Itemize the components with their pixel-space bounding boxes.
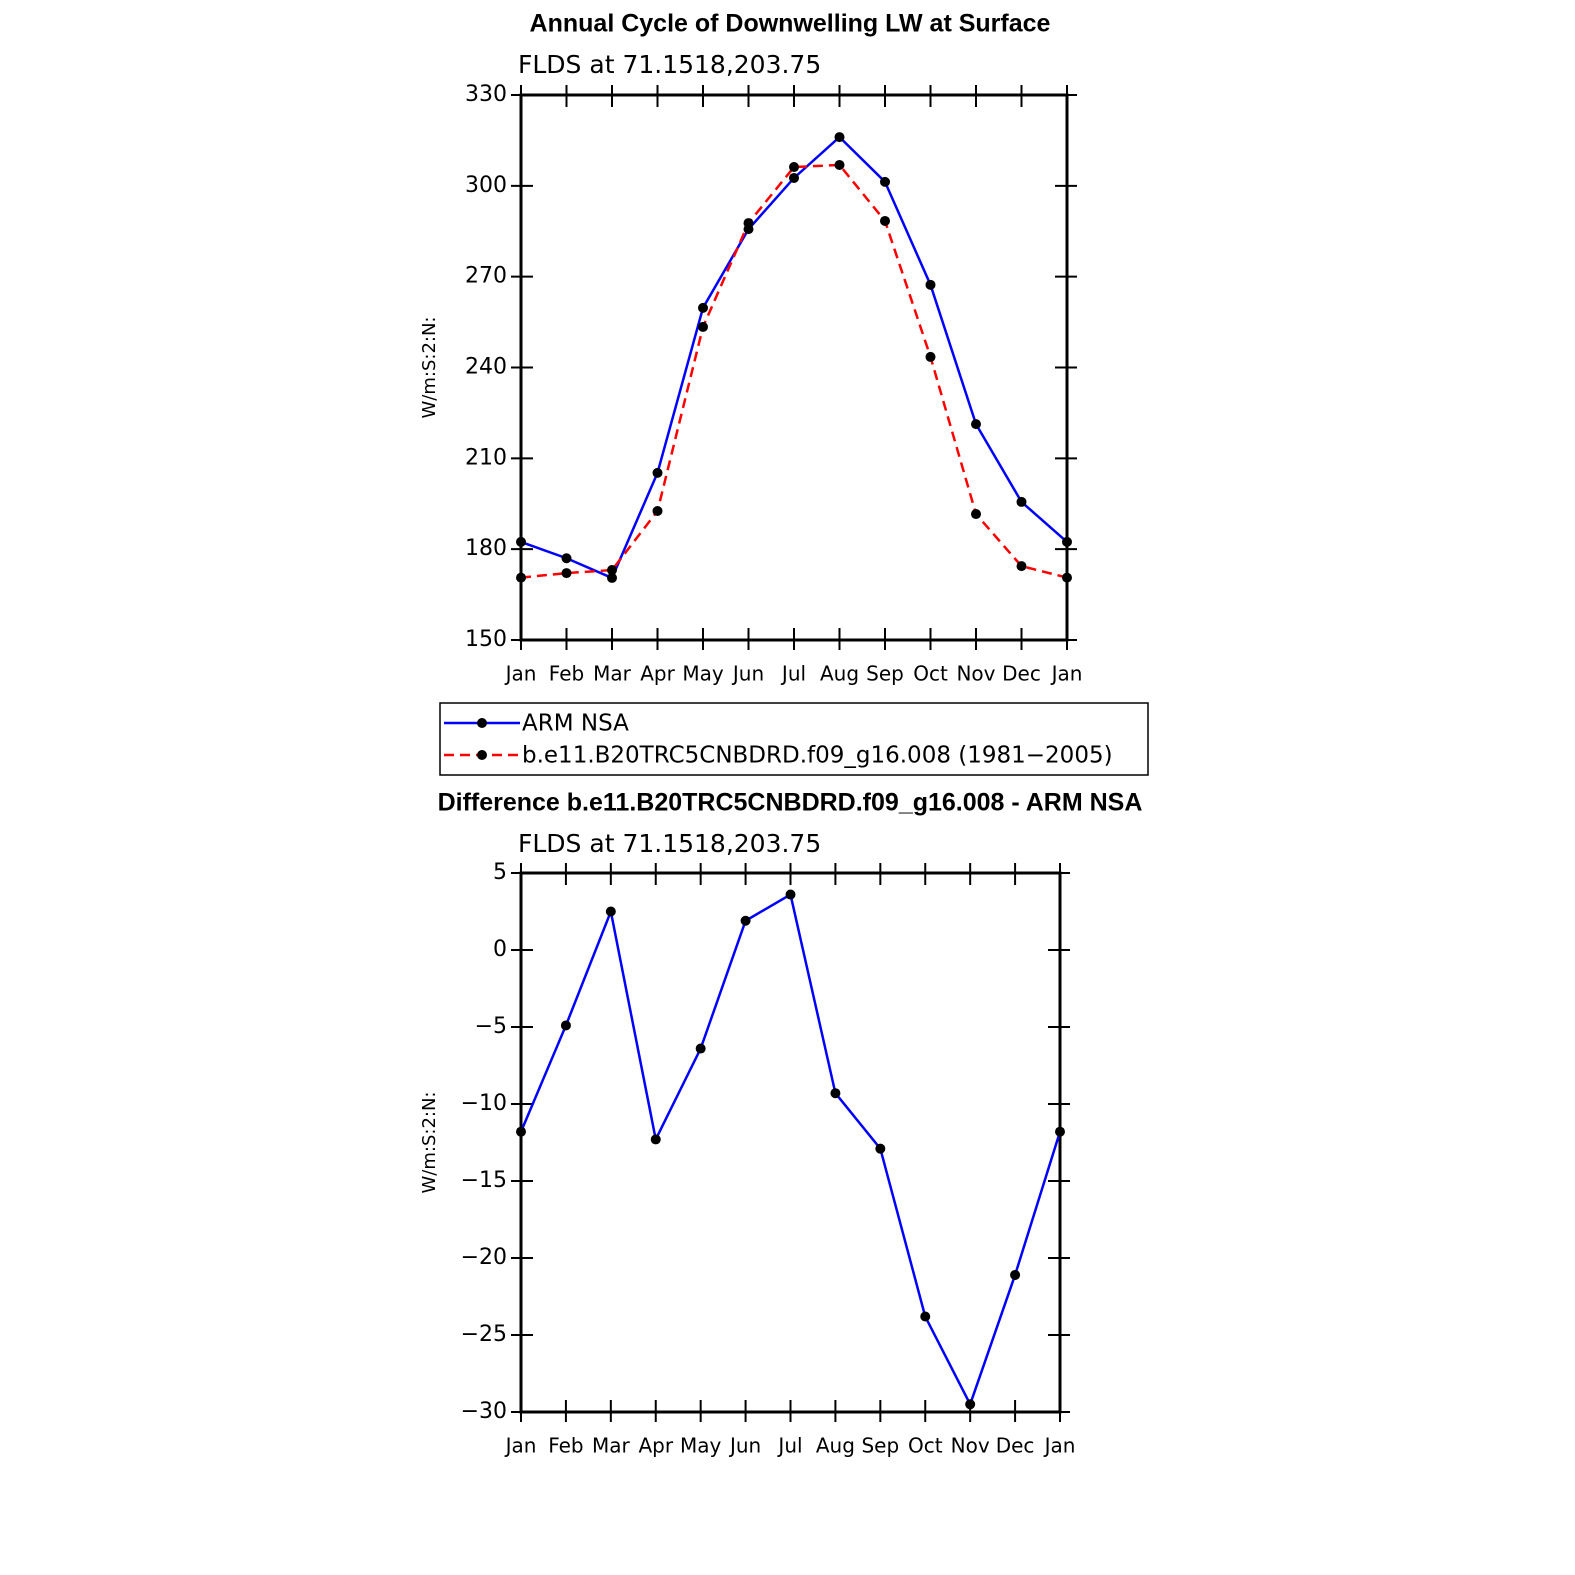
x-tick-label: Jun (731, 662, 764, 686)
y-tick-label: 5 (493, 860, 507, 885)
series-line (520, 135, 1068, 580)
y-axis-label: W/m:S:2:N: (419, 1092, 440, 1194)
x-tick-label: Mar (593, 662, 632, 686)
data-point (971, 419, 981, 430)
data-point (920, 1311, 931, 1322)
x-tick-label: Jan (1043, 1434, 1076, 1458)
x-tick-label: May (682, 662, 724, 686)
x-tick-label: Jul (776, 1434, 802, 1458)
data-point (740, 915, 751, 926)
y-tick-label: 210 (465, 445, 507, 470)
chart-subtitle: FLDS at 71.1518,203.75 (518, 829, 821, 858)
x-tick-label: Apr (638, 1434, 673, 1458)
y-tick-label: 180 (465, 536, 507, 561)
data-point (652, 506, 663, 517)
x-tick-label: Oct (913, 662, 948, 686)
x-tick-label: Nov (956, 662, 995, 686)
y-tick-label: −30 (461, 1399, 507, 1424)
y-tick-label: 0 (493, 937, 507, 962)
x-tick-label: Jan (1050, 662, 1083, 686)
x-tick-label: Jun (728, 1434, 761, 1458)
data-point (650, 1134, 661, 1145)
legend-marker (477, 718, 487, 728)
data-point (785, 889, 796, 900)
x-tick-label: Mar (592, 1434, 631, 1458)
legend-box (439, 702, 1149, 776)
y-tick-label: 240 (465, 355, 507, 380)
data-point (830, 1088, 841, 1099)
x-tick-label: Dec (996, 1434, 1035, 1458)
x-tick-label: Jan (504, 1434, 537, 1458)
x-tick-label: Sep (861, 1434, 899, 1458)
x-tick-label: Aug (816, 1434, 855, 1458)
data-point (516, 1126, 526, 1137)
x-tick-label: Nov (951, 1434, 990, 1458)
y-tick-label: 300 (465, 173, 507, 198)
data-point (789, 162, 799, 173)
data-point (875, 1143, 886, 1154)
x-tick-label: May (680, 1434, 722, 1458)
data-point (1062, 572, 1072, 583)
data-point (880, 176, 890, 187)
data-point (516, 572, 526, 583)
x-tick-label: Jul (780, 662, 806, 686)
y-tick-label: 330 (465, 82, 507, 107)
data-point (652, 467, 663, 478)
y-tick-label: −15 (461, 1168, 507, 1193)
data-point (834, 132, 845, 143)
data-point (965, 1399, 976, 1410)
x-tick-label: Feb (549, 662, 584, 686)
plot-frame (519, 93, 1069, 642)
data-point (516, 536, 526, 547)
chart-subtitle: FLDS at 71.1518,203.75 (518, 50, 821, 79)
chart-title: Annual Cycle of Downwelling LW at Surfac… (530, 10, 1051, 38)
data-point (1062, 536, 1072, 547)
x-tick-label: Oct (908, 1434, 943, 1458)
x-tick-label: Feb (548, 1434, 583, 1458)
chart-title: Difference b.e11.B20TRC5CNBDRD.f09_g16.0… (438, 789, 1143, 817)
data-point (607, 565, 617, 576)
legend-label: b.e11.B20TRC5CNBDRD.f09_g16.008 (1981−20… (522, 743, 1113, 769)
data-point (1055, 1126, 1065, 1137)
y-tick-label: −10 (461, 1091, 507, 1116)
y-tick-label: 270 (465, 264, 507, 289)
data-point (880, 215, 890, 226)
data-point (925, 351, 936, 362)
y-tick-label: 150 (465, 627, 507, 652)
data-point (789, 172, 799, 183)
x-tick-label: Aug (820, 662, 859, 686)
series-line (519, 892, 1062, 1408)
data-point (1010, 1269, 1021, 1280)
x-tick-label: Sep (866, 662, 904, 686)
data-point (1016, 496, 1027, 507)
y-tick-label: −25 (461, 1322, 507, 1347)
series-line (520, 163, 1068, 579)
x-tick-label: Dec (1002, 662, 1041, 686)
x-tick-label: Apr (640, 662, 675, 686)
data-point (605, 906, 616, 917)
data-point (607, 572, 617, 583)
legend-label: ARM NSA (522, 711, 629, 737)
plot-frame (519, 871, 1062, 1414)
data-point (971, 509, 981, 520)
x-tick-label: Jan (504, 662, 537, 686)
data-point (1016, 561, 1027, 572)
data-point (560, 1020, 571, 1031)
y-tick-label: −5 (475, 1014, 507, 1039)
data-point (925, 279, 936, 290)
y-tick-label: −20 (461, 1245, 507, 1270)
data-point (743, 218, 754, 229)
y-axis-label: W/m:S:2:N: (419, 317, 440, 419)
data-point (695, 1043, 706, 1054)
data-point (834, 159, 845, 170)
data-point (561, 553, 572, 564)
data-point (561, 568, 572, 579)
data-point (698, 321, 708, 332)
legend-marker (477, 750, 487, 760)
data-point (698, 302, 708, 313)
